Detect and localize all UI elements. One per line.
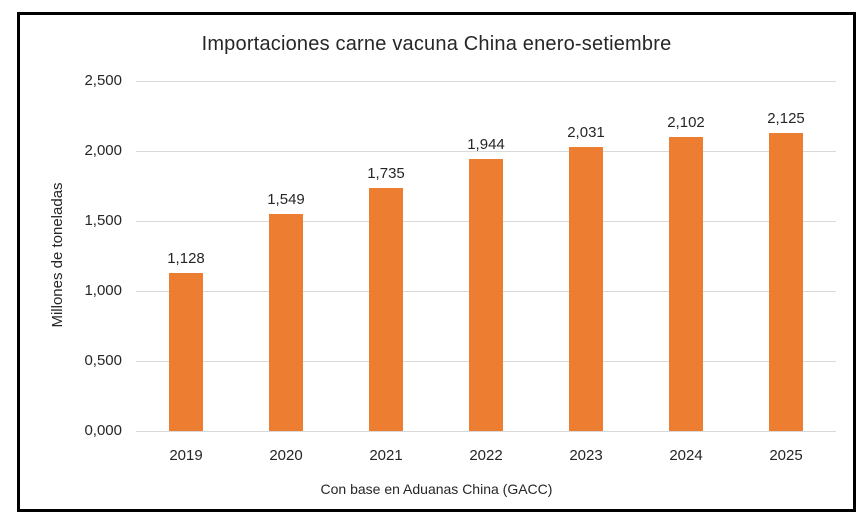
bar-slot: 2,031 bbox=[536, 124, 636, 431]
gridline bbox=[136, 81, 836, 82]
bar-2024 bbox=[669, 137, 703, 431]
bar-slot: 1,944 bbox=[436, 136, 536, 431]
bar-slot: 2,125 bbox=[736, 110, 836, 431]
bar-value-label: 2,125 bbox=[767, 110, 805, 127]
bar-2021 bbox=[369, 188, 403, 431]
bar-value-label: 1,128 bbox=[167, 250, 205, 267]
bar-value-label: 1,549 bbox=[267, 191, 305, 208]
y-tick-label: 2,000 bbox=[84, 142, 122, 159]
y-tick-label: 0,500 bbox=[84, 352, 122, 369]
y-axis-title-text: Millones de toneladas bbox=[49, 182, 66, 328]
gridline bbox=[136, 151, 836, 152]
footer-note: Con base en Aduanas China (GACC) bbox=[320, 481, 553, 497]
gridline bbox=[136, 431, 836, 432]
chart-title: Importaciones carne vacuna China enero-s… bbox=[201, 33, 672, 55]
bar-slot: 1,128 bbox=[136, 250, 236, 431]
y-tick-label: 0,000 bbox=[84, 422, 122, 439]
bar-value-label: 1,944 bbox=[467, 136, 505, 153]
y-tick-label: 1,500 bbox=[84, 212, 122, 229]
bar-slot: 1,735 bbox=[336, 165, 436, 431]
plot-area: 1,128 1,549 1,735 1,944 2,031 2,102 2,125 bbox=[136, 81, 836, 432]
bar-2019 bbox=[169, 273, 203, 431]
x-tick-label: 2021 bbox=[369, 447, 403, 464]
y-tick-label: 2,500 bbox=[84, 72, 122, 89]
x-tick-label: 2023 bbox=[569, 447, 603, 464]
bar-value-label: 1,735 bbox=[367, 165, 405, 182]
bar-value-label: 2,031 bbox=[567, 124, 605, 141]
chart-frame: Importaciones carne vacuna China enero-s… bbox=[17, 12, 856, 512]
x-axis-labels: 2019 2020 2021 2022 2023 2024 2025 bbox=[136, 447, 836, 464]
y-tick-label: 1,000 bbox=[84, 282, 122, 299]
bar-2020 bbox=[269, 214, 303, 431]
bar-value-label: 2,102 bbox=[667, 114, 705, 131]
bar-2025 bbox=[769, 133, 803, 431]
x-tick-label: 2019 bbox=[169, 447, 203, 464]
bar-slot: 1,549 bbox=[236, 191, 336, 431]
bar-series: 1,128 1,549 1,735 1,944 2,031 2,102 2,125 bbox=[136, 81, 836, 431]
bar-slot: 2,102 bbox=[636, 114, 736, 431]
x-tick-label: 2020 bbox=[269, 447, 303, 464]
bar-2022 bbox=[469, 159, 503, 431]
x-tick-label: 2025 bbox=[769, 447, 803, 464]
x-tick-label: 2024 bbox=[669, 447, 703, 464]
bar-2023 bbox=[569, 147, 603, 431]
x-tick-label: 2022 bbox=[469, 447, 503, 464]
